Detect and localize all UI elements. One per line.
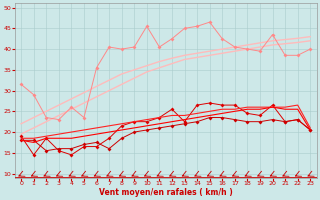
X-axis label: Vent moyen/en rafales ( km/h ): Vent moyen/en rafales ( km/h ) xyxy=(99,188,233,197)
